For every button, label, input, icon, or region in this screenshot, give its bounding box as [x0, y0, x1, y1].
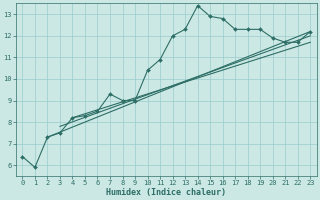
X-axis label: Humidex (Indice chaleur): Humidex (Indice chaleur) [106, 188, 226, 197]
